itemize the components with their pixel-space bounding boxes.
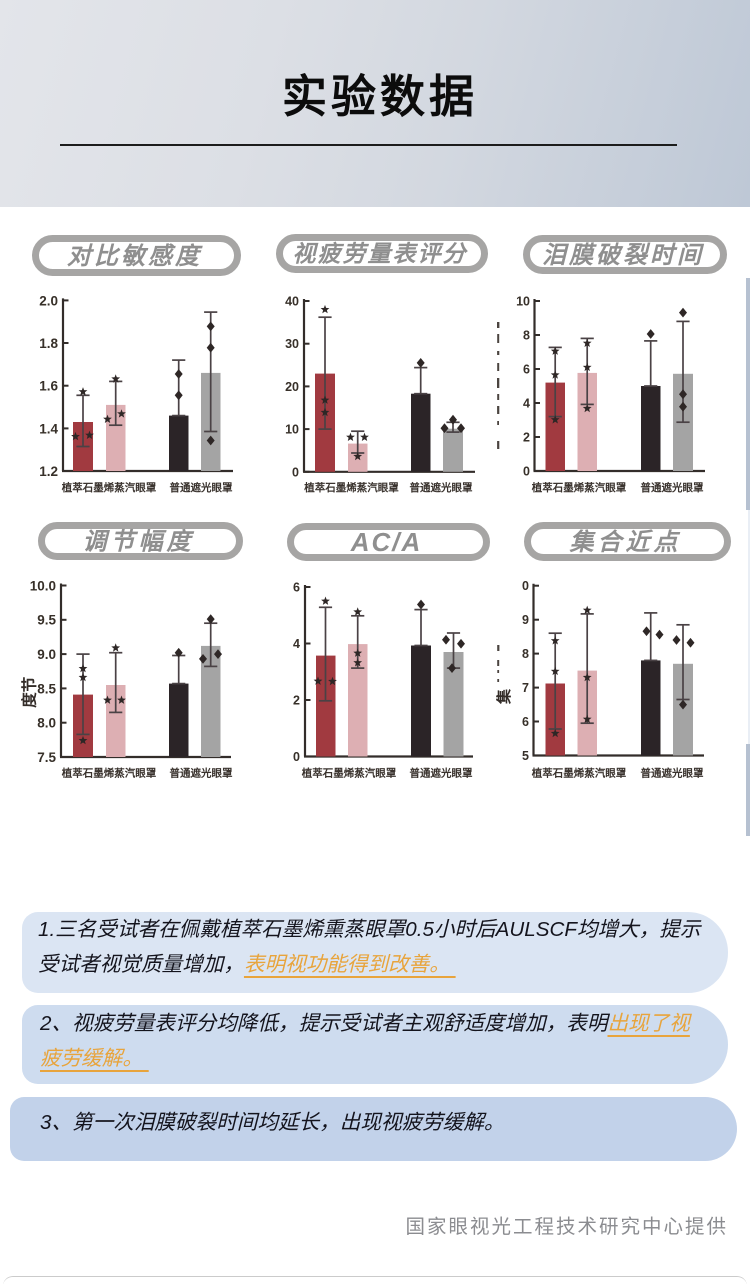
svg-text:普通遮光眼罩: 普通遮光眼罩 [641,767,704,780]
svg-text:0: 0 [522,579,529,593]
svg-text:7: 7 [522,681,529,695]
svg-text:20: 20 [285,380,299,394]
svg-text:度: 度 [20,692,39,708]
svg-text:集: 集 [495,688,513,705]
svg-text:30: 30 [285,337,299,351]
svg-text:2: 2 [293,694,300,708]
svg-text:0: 0 [292,465,299,479]
svg-text:6: 6 [523,363,530,377]
svg-text:调节幅度: 调节幅度 [83,528,195,555]
svg-text:0: 0 [293,750,300,764]
svg-text:2.0: 2.0 [39,293,58,308]
svg-text:植萃石墨烯蒸汽眼罩: 植萃石墨烯蒸汽眼罩 [531,767,627,780]
svg-text:4: 4 [293,637,300,651]
svg-text:8.5: 8.5 [37,681,56,696]
svg-text:6: 6 [522,715,529,729]
svg-text:植萃石墨烯蒸汽眼罩: 植萃石墨烯蒸汽眼罩 [531,481,627,494]
svg-text:植萃石墨烯蒸汽眼罩: 植萃石墨烯蒸汽眼罩 [61,767,157,780]
svg-text:10.0: 10.0 [30,578,56,593]
svg-text:普通遮光眼罩: 普通遮光眼罩 [410,767,473,780]
svg-text:9.5: 9.5 [37,613,56,628]
svg-text:1.2: 1.2 [39,464,58,479]
svg-text:普通遮光眼罩: 普通遮光眼罩 [170,767,233,780]
svg-text:4: 4 [523,397,530,411]
svg-text:10: 10 [516,295,530,309]
svg-text:对比敏感度: 对比敏感度 [67,243,203,270]
svg-text:普通遮光眼罩: 普通遮光眼罩 [170,481,233,494]
svg-text:植萃石墨烯蒸汽眼罩: 植萃石墨烯蒸汽眼罩 [301,767,397,780]
svg-text:普通遮光眼罩: 普通遮光眼罩 [641,481,704,494]
svg-text:9: 9 [522,613,529,627]
svg-text:1.4: 1.4 [39,421,58,436]
svg-text:7.5: 7.5 [37,750,56,765]
svg-text:植萃石墨烯蒸汽眼罩: 植萃石墨烯蒸汽眼罩 [61,481,157,494]
svg-text:9.0: 9.0 [37,647,56,662]
svg-text:8: 8 [522,647,529,661]
svg-text:6: 6 [293,581,300,595]
svg-text:5: 5 [522,749,529,763]
svg-text:10: 10 [285,423,299,437]
svg-text:泪膜破裂时间: 泪膜破裂时间 [542,242,705,269]
svg-text:40: 40 [285,295,299,309]
svg-text:8: 8 [523,329,530,343]
svg-text:8.0: 8.0 [37,716,56,731]
svg-text:视疲劳量表评分: 视疲劳量表评分 [293,241,469,267]
svg-text:植萃石墨烯蒸汽眼罩: 植萃石墨烯蒸汽眼罩 [303,481,399,494]
svg-text:AC/A: AC/A [350,527,423,557]
svg-text:节: 节 [20,677,39,693]
svg-text:2: 2 [523,431,530,445]
svg-text:1.8: 1.8 [39,336,58,351]
svg-text:1.6: 1.6 [39,379,58,394]
svg-text:集合近点: 集合近点 [569,529,682,556]
svg-text:普通遮光眼罩: 普通遮光眼罩 [410,481,473,494]
svg-text:0: 0 [523,465,530,479]
